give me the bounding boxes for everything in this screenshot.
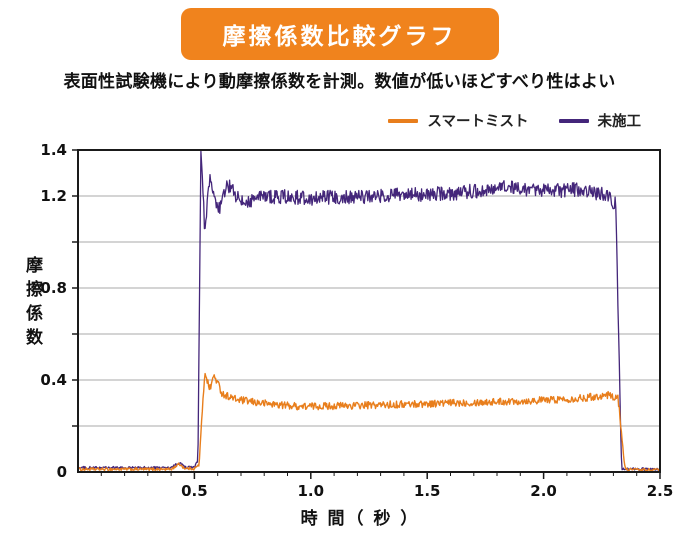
legend-label-0: スマートミスト <box>427 114 529 130</box>
legend-item-1: 未施工 <box>558 110 642 131</box>
y-tick-label: 0 <box>57 463 67 481</box>
x-tick-label: 1.0 <box>298 482 325 500</box>
y-tick-label: 0.4 <box>40 371 67 389</box>
chart-subtitle: 表面性試験機により動摩擦係数を計測。数値が低いほどすべり性はよい <box>63 72 616 92</box>
friction-chart: 1.4 1.2 0.8 0.4 0 0.5 1.0 1.5 2.0 2.5 <box>40 141 674 500</box>
x-tick-label: 2.5 <box>647 482 674 500</box>
y-axis-title: 摩擦係数 <box>22 256 42 352</box>
title-banner: 摩擦係数比較グラフ <box>180 8 499 60</box>
series-line-1 <box>78 150 660 472</box>
page-title: 摩擦係数比較グラフ <box>222 24 457 50</box>
x-tick-label: 0.5 <box>181 482 208 500</box>
plot-border <box>77 149 661 473</box>
y-tick-label: 1.2 <box>40 187 67 205</box>
legend-swatch-0 <box>388 118 419 123</box>
x-tick-label: 2.0 <box>530 482 557 500</box>
y-tick-label: 1.4 <box>40 141 67 159</box>
series-line-0 <box>78 372 660 472</box>
legend-label-1: 未施工 <box>597 114 642 130</box>
x-axis-title: 時 間（ 秒 ） <box>300 509 420 529</box>
legend: スマートミスト 未施工 <box>388 110 641 131</box>
legend-swatch-1 <box>558 118 589 123</box>
x-tick-label: 1.5 <box>414 482 441 500</box>
legend-item-0: スマートミスト <box>388 110 529 131</box>
y-tick-label: 0.8 <box>40 279 67 297</box>
